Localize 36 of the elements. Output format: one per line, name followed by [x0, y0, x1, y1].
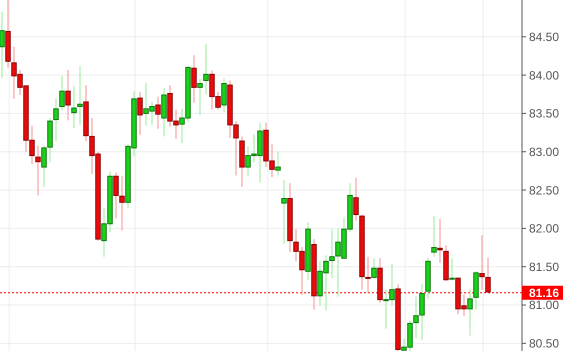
candlestick	[479, 234, 485, 290]
candlestick	[485, 257, 491, 294]
candlestick	[155, 96, 161, 130]
candlestick	[221, 78, 227, 112]
candlestick	[371, 258, 377, 279]
candlestick	[449, 258, 455, 281]
y-tick-label: 84.50	[529, 30, 560, 44]
candlestick	[437, 218, 443, 264]
y-tick-label: 82.00	[529, 222, 560, 236]
candlestick	[281, 180, 287, 244]
candlestick	[35, 145, 41, 196]
candlestick	[53, 98, 59, 142]
y-tick-label: 83.00	[529, 144, 560, 159]
ref-line-label: 81.16	[529, 286, 560, 300]
y-tick-label: 81.00	[529, 298, 560, 312]
candlestick	[77, 65, 83, 126]
candlestick	[353, 177, 359, 222]
y-tick-label: 84.00	[529, 68, 560, 82]
candlestick	[191, 54, 197, 104]
y-tick-label: 82.50	[529, 183, 560, 198]
candlestick	[0, 10, 5, 79]
candlestick	[71, 85, 77, 128]
candlestick	[203, 43, 209, 95]
candlestick	[65, 69, 71, 121]
candlestick	[467, 288, 473, 336]
y-tick-label: 80.50	[529, 336, 560, 351]
y-tick-label: 83.50	[529, 106, 560, 121]
candlestick	[41, 145, 47, 188]
candlestick	[275, 151, 281, 176]
candlestick	[137, 91, 143, 136]
y-tick-label: 81.50	[529, 260, 560, 274]
candlestick	[59, 75, 65, 111]
candlestick	[431, 216, 437, 258]
candlestick	[161, 88, 167, 137]
candlestick	[197, 78, 203, 116]
candlestick	[365, 256, 371, 294]
